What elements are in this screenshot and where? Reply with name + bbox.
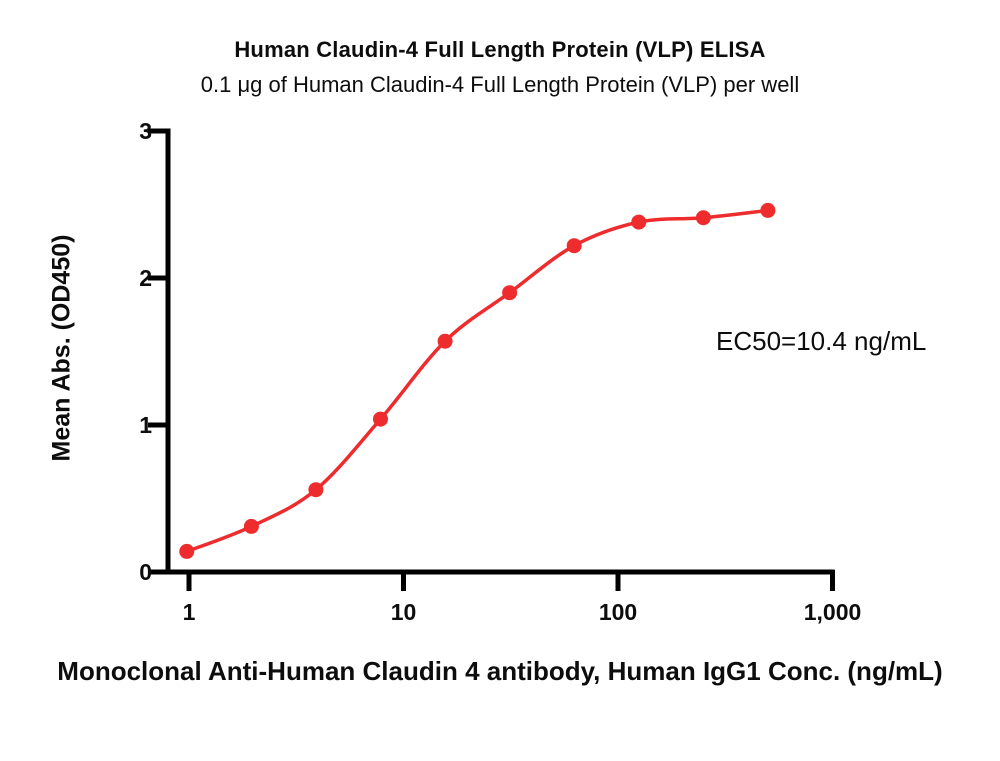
fit-curve	[185, 208, 770, 554]
chart-subtitle: 0.1 μg of Human Claudin-4 Full Length Pr…	[200, 72, 800, 97]
x-tick-label: 100	[598, 599, 638, 625]
data-point	[631, 214, 647, 230]
x-axis-label: Monoclonal Anti-Human Claudin 4 antibody…	[57, 656, 943, 686]
y-tick-label: 2	[139, 265, 152, 291]
y-tick-label: 0	[139, 559, 152, 585]
data-point	[308, 482, 324, 498]
data-point	[760, 202, 776, 218]
x-tick-label: 10	[390, 599, 417, 625]
data-point	[179, 543, 195, 559]
y-tick-label: 3	[139, 118, 152, 144]
data-point	[243, 518, 259, 534]
ec50-annotation: EC50=10.4 ng/mL	[716, 326, 927, 356]
data-point	[437, 333, 453, 349]
x-tick-label: 1,000	[803, 599, 862, 625]
chart-title: Human Claudin-4 Full Length Protein (VLP…	[234, 37, 766, 62]
data-point	[566, 238, 582, 254]
x-tick-label: 1	[182, 599, 196, 625]
data-point	[373, 411, 388, 427]
data-point	[502, 285, 518, 301]
y-tick-label: 1	[139, 412, 152, 438]
data-point	[695, 210, 711, 226]
